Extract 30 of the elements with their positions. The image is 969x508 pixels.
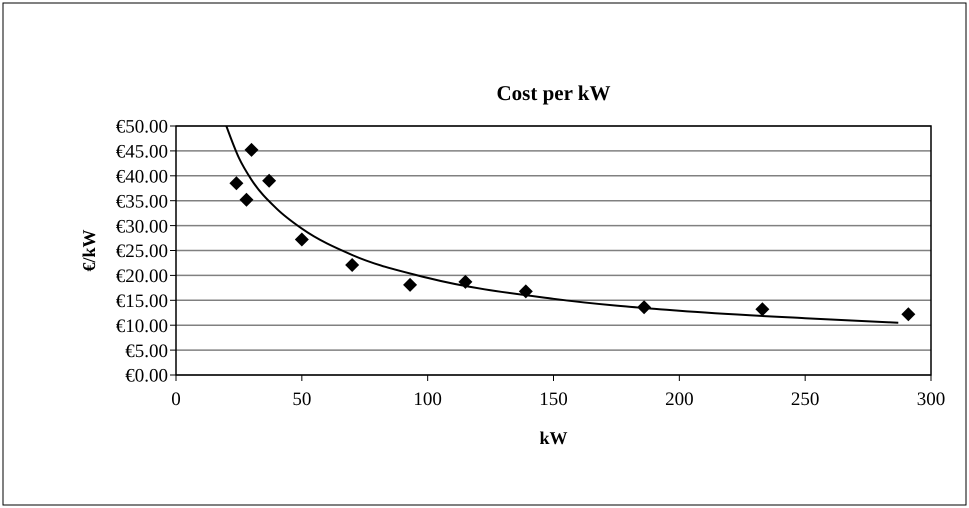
y-axis-title: €/kW <box>79 229 99 272</box>
y-tick-label: €10.00 <box>116 316 168 337</box>
x-tick-label: 50 <box>292 389 312 410</box>
x-tick-label: 0 <box>171 389 181 410</box>
point <box>229 176 244 190</box>
y-tick-label: €45.00 <box>116 142 168 163</box>
point <box>244 142 258 157</box>
y-tick-label: €40.00 <box>116 166 168 188</box>
y-tick-label: €25.00 <box>116 241 168 262</box>
x-tick-label: 300 <box>916 389 946 410</box>
x-axis-title: kW <box>539 428 568 448</box>
y-tick-label: €35.00 <box>116 191 168 212</box>
y-tick-label: €30.00 <box>116 216 168 238</box>
point <box>345 258 360 272</box>
x-tick-label: 100 <box>413 389 442 410</box>
point <box>901 307 916 322</box>
y-tick-label: €0.00 <box>125 366 168 387</box>
point <box>403 278 418 292</box>
point <box>755 302 770 316</box>
point <box>262 174 276 188</box>
point <box>239 192 254 207</box>
y-tick-label: €5.00 <box>125 340 168 362</box>
x-tick-label: 250 <box>790 389 820 410</box>
point <box>294 232 309 247</box>
chart-title: Cost per kW <box>496 81 610 105</box>
y-tick-label: €50.00 <box>116 116 168 138</box>
y-tick-label: €15.00 <box>116 290 168 312</box>
x-tick-label: 150 <box>539 389 568 410</box>
y-tick-label: €20.00 <box>116 266 168 288</box>
x-tick-label: 200 <box>665 389 694 410</box>
